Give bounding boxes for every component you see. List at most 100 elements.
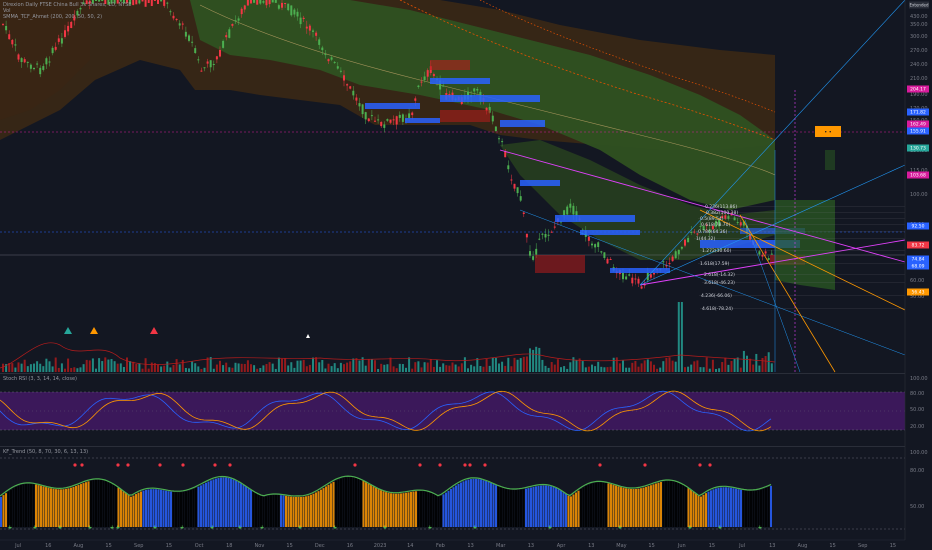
kf-bar — [312, 493, 315, 527]
kf-bar — [352, 477, 355, 527]
kf-bar — [767, 486, 770, 527]
kf-bar — [687, 488, 690, 527]
kf-bar — [702, 494, 705, 527]
volume-bar — [209, 357, 212, 372]
volume-bar — [392, 366, 395, 372]
volume-bar — [436, 360, 438, 372]
kf-bar — [647, 486, 650, 527]
price-axis[interactable]: 430.00 350.00 300.00 270.00 240.00 210.00 190.… — [904, 0, 932, 550]
kf-bar — [207, 481, 210, 527]
candle-body — [144, 0, 147, 7]
kf-bar — [150, 489, 152, 527]
kf-bar — [262, 496, 265, 527]
volume-bar — [259, 367, 262, 372]
kf-wave — [0, 475, 772, 527]
candle-body — [749, 234, 752, 240]
kf-bar — [637, 488, 640, 527]
kf-bar — [662, 481, 665, 527]
kf-dot — [468, 463, 472, 467]
volume-bar — [296, 360, 299, 372]
kf-bar — [400, 493, 402, 527]
volume-bar — [104, 357, 107, 372]
time-axis[interactable]: Jul 16 Aug 15 Sep 15 Oct 18 Nov 15 Dec 16 2023 14 Feb 1… — [0, 539, 905, 549]
kf-bar — [612, 484, 615, 527]
volume-bar — [250, 364, 252, 372]
candle-body — [699, 225, 702, 227]
candle-body — [525, 233, 528, 238]
candle-body — [715, 221, 717, 227]
kf-bar — [620, 487, 622, 527]
volume-bar — [544, 365, 547, 372]
kf-bar — [480, 479, 482, 527]
volume-bar — [172, 364, 175, 372]
kf-bar — [185, 491, 187, 527]
candle-body — [274, 0, 277, 3]
kf-bar — [472, 478, 475, 527]
kf-bar — [442, 494, 445, 527]
volume-bar — [597, 361, 600, 372]
kf-bar — [372, 486, 375, 527]
kf-bar — [102, 480, 105, 527]
kf-bar — [582, 487, 585, 527]
kf-bar — [2, 495, 5, 527]
order-block — [430, 60, 470, 70]
kf-bar — [315, 492, 317, 527]
kf-bar — [260, 495, 262, 527]
kf-bar — [190, 489, 192, 527]
candle-body — [268, 0, 271, 5]
kf-bar — [555, 488, 557, 527]
price-tag-label: 103.68 — [910, 173, 926, 179]
candle-body — [262, 1, 265, 3]
kf-bar — [432, 493, 435, 527]
stoch-rsi-panel — [0, 373, 905, 432]
kf-bar — [202, 484, 205, 527]
kf-bar — [355, 478, 357, 527]
candle-body — [228, 29, 231, 38]
candle-body — [705, 224, 708, 226]
price-tag-label: 92.50 — [912, 224, 925, 230]
volume-bar — [116, 363, 119, 372]
kf-trend-panel — [0, 446, 905, 530]
kf-bar — [707, 491, 710, 527]
kf-bar — [250, 489, 252, 527]
price-tag — [907, 127, 929, 135]
kf-bar — [25, 483, 27, 527]
x-tick-label: Sep — [858, 543, 867, 549]
candle-body — [349, 86, 352, 89]
volume-bar — [482, 366, 485, 372]
volume-bar — [463, 357, 466, 372]
volume-bar — [8, 363, 11, 372]
volume-bar — [339, 362, 342, 372]
x-tick-label: Nov — [255, 543, 265, 549]
volume-bar — [749, 358, 752, 372]
kf-bar — [225, 477, 227, 527]
kf-bar — [492, 484, 495, 527]
kf-bar — [335, 480, 337, 527]
kf-bar — [482, 480, 485, 527]
kf-bar — [592, 483, 595, 527]
volume-bar — [454, 364, 457, 372]
candle-body — [767, 258, 770, 260]
candle-body — [370, 115, 373, 117]
x-tick-label: 15 — [890, 543, 896, 549]
volume-bar — [346, 362, 349, 372]
volume-bar — [147, 368, 150, 372]
volume-bar — [2, 363, 4, 372]
order-block — [440, 110, 490, 122]
kf-bar — [565, 493, 567, 527]
kf-bar — [457, 483, 460, 527]
volume-bar — [321, 359, 324, 372]
candle-body — [420, 81, 423, 83]
kf-bar — [627, 488, 630, 527]
kf-bar — [377, 489, 380, 527]
signal-triangle-up — [64, 327, 72, 334]
kf-bar — [747, 490, 750, 527]
candle-body — [377, 119, 380, 121]
candle-body — [696, 233, 699, 235]
candle-body — [553, 226, 556, 228]
volume-bar — [184, 367, 187, 372]
volume-bar — [349, 361, 352, 372]
candle-body — [110, 0, 113, 4]
volume-bar — [308, 364, 311, 372]
